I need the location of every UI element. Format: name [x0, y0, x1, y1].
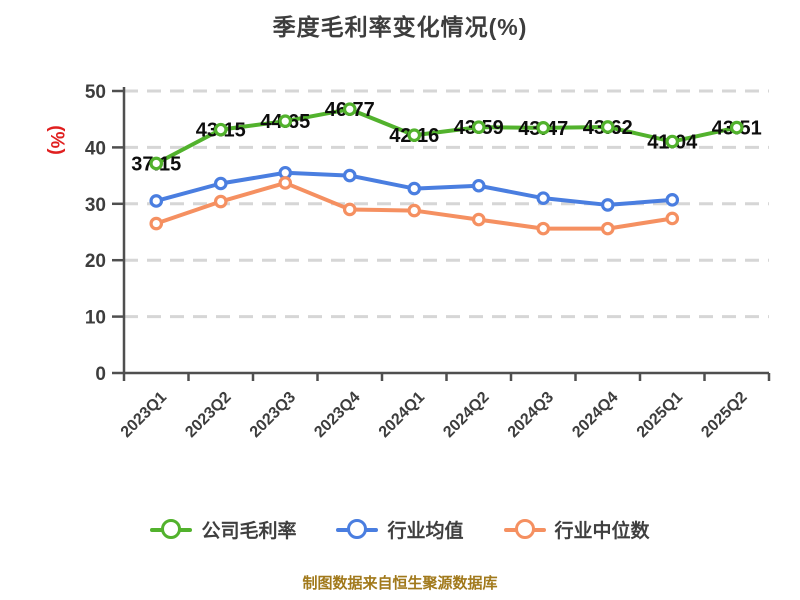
- data-point-industry-median[interactable]: [600, 221, 615, 236]
- legend: 公司毛利率 行业均值 行业中位数: [0, 516, 800, 543]
- data-point-company-gross-margin[interactable]: [213, 122, 228, 137]
- y-tick-label: 10: [85, 308, 106, 329]
- x-axis-label: 2024Q3: [505, 389, 557, 441]
- y-tick-label: 50: [85, 82, 106, 103]
- x-axis-label: 2023Q1: [118, 389, 170, 441]
- data-point-company-gross-margin[interactable]: [729, 120, 744, 135]
- data-point-industry-median[interactable]: [407, 203, 422, 218]
- data-point-company-gross-margin[interactable]: [600, 120, 615, 134]
- data-point-industry-median[interactable]: [536, 221, 551, 236]
- data-point-company-gross-margin[interactable]: [407, 128, 422, 143]
- data-point-industry-average[interactable]: [600, 198, 615, 212]
- x-axis-label: 2025Q2: [698, 389, 750, 441]
- data-point-industry-average[interactable]: [536, 191, 551, 205]
- y-tick-label: 40: [85, 138, 106, 159]
- data-point-industry-median[interactable]: [342, 202, 357, 217]
- legend-item-company-gross-margin[interactable]: 公司毛利率: [150, 516, 296, 543]
- x-axis-label: 2023Q3: [247, 389, 299, 441]
- series-line-company-gross-margin: [154, 107, 739, 166]
- legend-item-industry-average[interactable]: 行业均值: [336, 516, 464, 543]
- data-point-industry-median[interactable]: [149, 216, 164, 231]
- data-point-industry-median[interactable]: [278, 176, 293, 190]
- data-point-industry-average[interactable]: [665, 193, 680, 207]
- data-point-industry-average[interactable]: [149, 194, 164, 208]
- x-axis-label: 2023Q2: [182, 389, 234, 441]
- data-point-industry-median[interactable]: [471, 212, 486, 227]
- data-point-company-gross-margin[interactable]: [149, 156, 164, 171]
- data-point-company-gross-margin[interactable]: [536, 121, 551, 135]
- data-source-note: 制图数据来自恒生聚源数据库: [302, 575, 498, 592]
- x-axis-label: 2025Q1: [634, 389, 686, 441]
- legend-item-industry-median[interactable]: 行业中位数: [503, 516, 650, 543]
- chart-title: 季度毛利率变化情况(%): [272, 14, 528, 40]
- data-point-industry-average[interactable]: [471, 178, 486, 193]
- data-point-industry-average[interactable]: [407, 181, 422, 196]
- data-point-industry-median[interactable]: [213, 194, 228, 209]
- data-point-company-gross-margin[interactable]: [342, 102, 357, 117]
- legend-label: 行业均值: [387, 521, 464, 542]
- data-point-company-gross-margin[interactable]: [471, 120, 486, 134]
- data-point-industry-average[interactable]: [342, 168, 357, 183]
- legend-line-marker-icon: [336, 518, 379, 540]
- y-tick-label: 0: [95, 364, 106, 385]
- legend-label: 公司毛利率: [201, 521, 297, 542]
- y-tick-label: 20: [85, 251, 106, 272]
- x-axis-label: 2023Q4: [311, 389, 363, 441]
- x-axis-label: 2024Q2: [440, 389, 492, 441]
- data-point-industry-average[interactable]: [213, 176, 228, 191]
- y-tick-label: 30: [85, 195, 106, 216]
- legend-label: 行业中位数: [554, 521, 650, 542]
- data-point-industry-median[interactable]: [665, 211, 680, 226]
- x-axis-label: 2024Q1: [376, 389, 428, 441]
- legend-line-marker-icon: [150, 518, 193, 540]
- data-point-company-gross-margin[interactable]: [278, 114, 293, 128]
- x-axis-label: 2024Q4: [569, 389, 621, 441]
- legend-line-marker-icon: [503, 518, 546, 540]
- data-point-company-gross-margin[interactable]: [665, 134, 680, 149]
